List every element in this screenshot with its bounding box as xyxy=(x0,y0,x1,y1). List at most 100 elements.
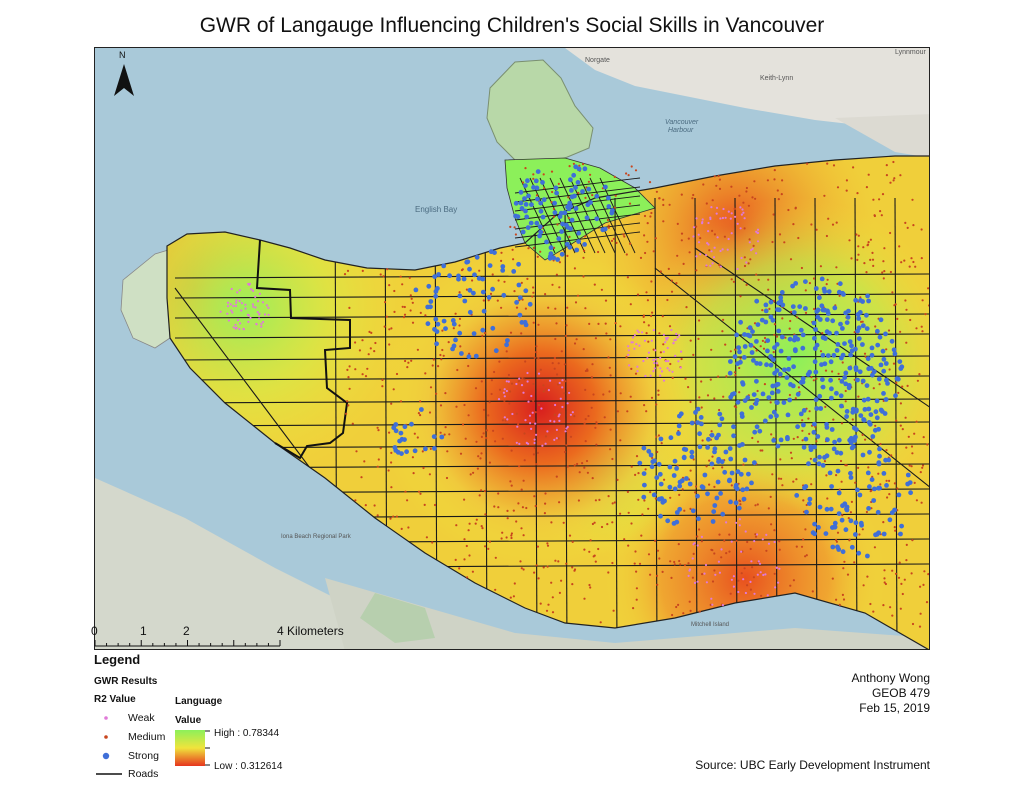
medium-point xyxy=(769,401,772,404)
weak-point xyxy=(740,213,744,216)
medium-point xyxy=(730,484,733,487)
medium-point xyxy=(402,316,406,319)
strong-point xyxy=(798,379,804,385)
strong-point xyxy=(780,302,786,308)
strong-point xyxy=(864,383,870,388)
strong-point xyxy=(839,403,844,409)
medium-point xyxy=(566,465,569,468)
medium-point xyxy=(581,462,584,465)
medium-point xyxy=(591,522,594,526)
strong-point xyxy=(768,414,774,420)
medium-point xyxy=(536,451,539,454)
strong-point xyxy=(535,169,541,174)
strong-point xyxy=(787,397,793,403)
weak-point xyxy=(553,438,556,441)
medium-point xyxy=(364,375,368,378)
medium-point xyxy=(826,162,829,165)
strong-point xyxy=(540,214,546,220)
strong-point xyxy=(825,353,831,358)
medium-point xyxy=(753,322,757,325)
medium-point xyxy=(892,362,896,365)
medium-point xyxy=(742,201,745,204)
medium-point xyxy=(629,395,632,398)
medium-point xyxy=(593,283,596,286)
medium-point xyxy=(857,466,860,469)
medium-point xyxy=(910,257,913,260)
medium-point xyxy=(388,343,391,346)
strong-point xyxy=(848,470,853,476)
medium-point xyxy=(370,331,373,334)
medium-point xyxy=(815,228,818,231)
road-line xyxy=(589,177,626,254)
strong-point xyxy=(807,501,812,506)
weak-point xyxy=(649,374,652,377)
weak-point xyxy=(709,217,712,221)
medium-point xyxy=(863,352,867,355)
medium-point xyxy=(771,473,774,476)
strong-point xyxy=(473,353,479,359)
medium-point xyxy=(454,312,457,315)
medium-point xyxy=(401,283,404,286)
weak-point xyxy=(644,374,647,378)
medium-point xyxy=(912,260,915,264)
medium-point xyxy=(643,234,646,237)
road-line xyxy=(654,267,929,489)
strong-point xyxy=(529,202,534,208)
medium-point xyxy=(517,423,520,426)
weak-point xyxy=(739,206,742,209)
strong-point xyxy=(548,251,554,257)
medium-point xyxy=(518,465,521,468)
weak-point xyxy=(714,573,717,576)
weak-point xyxy=(667,360,670,363)
medium-point xyxy=(656,583,659,586)
strong-point xyxy=(667,484,673,490)
strong-point xyxy=(829,427,835,432)
medium-point xyxy=(920,257,923,260)
weak-point xyxy=(688,569,691,572)
strong-point xyxy=(768,362,774,368)
medium-point xyxy=(891,569,894,572)
medium-point xyxy=(468,352,471,355)
medium-point xyxy=(589,586,592,589)
weak-point xyxy=(505,389,508,393)
strong-point xyxy=(693,410,698,415)
medium-point xyxy=(743,227,746,230)
medium-point xyxy=(555,273,558,276)
medium-point xyxy=(640,534,643,537)
strong-point xyxy=(794,493,800,498)
medium-point xyxy=(825,234,829,238)
medium-point xyxy=(422,466,425,470)
medium-point xyxy=(696,535,699,538)
strong-point xyxy=(848,475,854,480)
medium-point xyxy=(574,301,578,304)
medium-point xyxy=(662,343,665,346)
strong-point xyxy=(714,495,720,501)
strong-point xyxy=(834,450,840,455)
strong-point xyxy=(515,214,521,220)
medium-point xyxy=(667,267,670,270)
road-line xyxy=(174,443,929,449)
medium-point xyxy=(772,213,775,216)
medium-point xyxy=(869,258,872,261)
medium-point xyxy=(468,554,471,557)
medium-point xyxy=(465,288,468,291)
weak-point xyxy=(254,306,257,309)
medium-point xyxy=(589,539,592,542)
medium-point xyxy=(547,603,550,606)
strong-point xyxy=(603,184,608,190)
strong-point xyxy=(811,429,817,435)
medium-point xyxy=(458,291,461,294)
map-canvas[interactable]: English Bay Vancouver Harbour Norgate Ke… xyxy=(95,48,930,650)
medium-point xyxy=(520,527,523,530)
weak-point xyxy=(258,317,261,320)
map-frame[interactable]: English Bay Vancouver Harbour Norgate Ke… xyxy=(94,47,930,650)
medium-point xyxy=(542,566,545,569)
weak-point xyxy=(668,369,671,372)
road-line xyxy=(894,197,898,649)
medium-point xyxy=(717,375,720,378)
strong-point xyxy=(641,494,647,500)
medium-point xyxy=(387,469,390,472)
weak-point xyxy=(662,333,666,336)
medium-point xyxy=(588,550,591,553)
strong-point xyxy=(571,172,577,178)
